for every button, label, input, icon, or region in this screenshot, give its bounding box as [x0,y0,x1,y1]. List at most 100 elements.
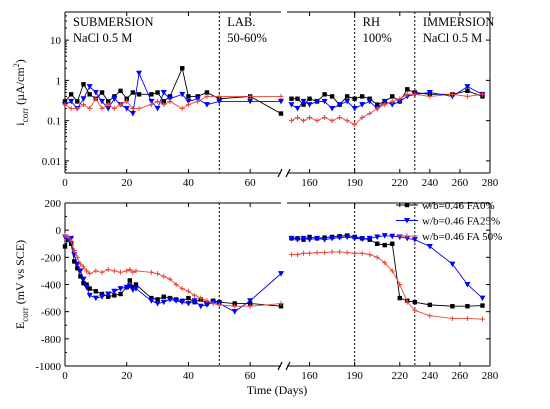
data-point [412,299,418,305]
data-point [337,114,343,120]
data-point [118,291,123,297]
data-point [105,106,112,112]
data-point [321,237,328,243]
data-point [397,295,402,301]
data-point [99,291,105,297]
top-panel: 0.01 0.1 1 10 0 20 40 60 160 190 220 240 260 280 icorr… [12,11,499,189]
axis-break-mark [285,361,291,371]
phase-label-line1: LAB. [227,15,255,29]
data-point [148,102,154,108]
y-tick-label: 0.01 [42,156,61,168]
data-point [136,92,142,97]
data-point [154,106,161,112]
data-point [62,244,68,249]
data-point [148,298,155,304]
data-point [329,118,335,124]
data-point [231,309,238,315]
axis-break-mark [277,361,283,371]
data-point [295,252,301,258]
data-point [464,84,471,90]
y-axis-label: Ecorr (mV vs SCE) [13,240,30,329]
x-tick-label: 40 [183,177,195,189]
data-point [192,292,198,298]
data-point [84,268,90,274]
legend-marker [404,233,410,239]
data-point [367,252,373,258]
data-point [179,106,185,112]
x-tick-label: 60 [245,370,257,382]
data-point [123,284,130,291]
data-point [203,102,210,108]
y-tick-label: 10 [50,35,62,47]
data-point [314,250,320,256]
data-point [161,99,166,104]
legend-label: w/b=0.46 FA 50% [422,231,502,243]
y-label-sub: corr [20,108,30,123]
data-point [80,96,87,102]
phase-label-line1: SUBMERSION [73,15,154,29]
data-point [464,315,470,321]
data-point [124,268,130,274]
data-point [118,88,123,94]
data-point [351,106,358,112]
data-point [295,114,301,120]
data-point [295,96,300,101]
data-point [314,118,320,124]
data-point [161,294,166,299]
x-tick-label: 60 [245,177,257,189]
data-point [186,295,191,301]
data-point [185,98,192,105]
data-point [180,66,185,71]
data-point [74,106,80,112]
y-tick-label: 0 [56,225,62,237]
data-point [185,288,191,294]
data-point [232,301,237,306]
data-point [155,90,160,95]
series-2 [62,91,485,128]
data-point [75,266,80,271]
data-point [426,90,433,96]
data-point [99,90,105,95]
data-point [81,264,87,270]
data-point [99,294,106,300]
data-point [322,250,328,256]
x-tick-label: 190 [346,370,363,382]
data-point [465,304,470,309]
data-point [464,93,470,99]
data-point [381,233,388,239]
data-point [344,118,350,124]
data-point [136,70,143,77]
data-point [480,303,485,308]
data-point [75,99,80,104]
data-point [77,268,84,274]
series-line [64,71,281,115]
data-point [397,282,403,287]
data-point [449,315,455,321]
data-point [289,118,295,124]
series-1 [62,233,486,315]
x-tick-label: 240 [422,177,439,189]
data-point [106,99,111,104]
y-label-unit: (µA/cm [13,67,27,108]
series-2 [62,233,485,322]
data-point [130,106,136,112]
phase-label-line2: NaCl 0.5 M [73,31,132,45]
data-point [427,313,433,319]
data-point [366,235,373,242]
data-point [389,102,396,108]
x-tick-label: 190 [346,177,363,189]
data-point [112,293,117,298]
data-point [375,241,380,246]
data-point [449,91,455,97]
data-point [132,286,139,292]
x-tick-label: 0 [62,177,68,189]
phase-label-line2: 100% [363,31,392,45]
data-point [130,285,136,290]
data-point [278,93,284,99]
data-point [84,282,89,287]
data-point [450,304,455,309]
series-line [64,95,281,110]
data-point [479,316,485,322]
